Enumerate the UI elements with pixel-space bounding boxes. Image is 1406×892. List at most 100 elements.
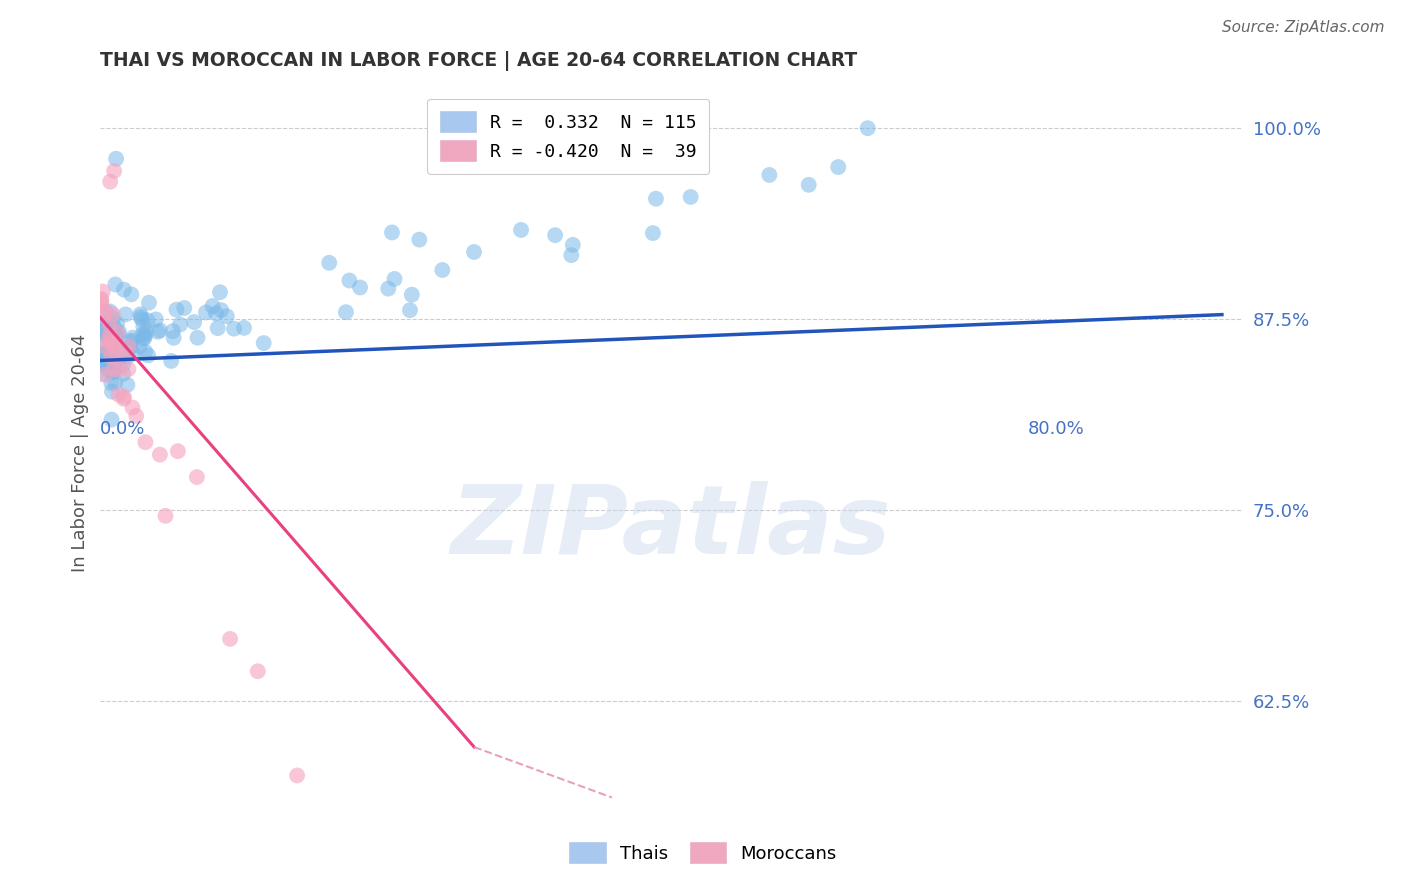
- Point: [90, 355, 112, 369]
- Point: [105, 337, 128, 351]
- Point: [105, 328, 128, 343]
- Point: [215, 310, 238, 324]
- Point: [167, 444, 190, 458]
- Point: [98, 318, 121, 332]
- Point: [679, 190, 702, 204]
- Point: [117, 362, 139, 376]
- Point: [827, 160, 849, 174]
- Point: [201, 299, 224, 313]
- Point: [146, 325, 169, 339]
- Point: [100, 350, 122, 364]
- Point: [194, 305, 217, 319]
- Point: [108, 363, 131, 377]
- Point: [381, 226, 404, 240]
- Point: [129, 310, 152, 324]
- Text: ZIPatlas: ZIPatlas: [451, 481, 891, 574]
- Point: [94, 368, 117, 382]
- Point: [246, 664, 269, 678]
- Point: [121, 401, 143, 415]
- Point: [91, 348, 114, 362]
- Point: [91, 367, 114, 381]
- Point: [104, 376, 127, 390]
- Point: [91, 351, 114, 366]
- Point: [90, 298, 112, 312]
- Point: [100, 376, 122, 391]
- Point: [135, 324, 157, 338]
- Point: [797, 178, 820, 192]
- Point: [160, 354, 183, 368]
- Point: [104, 333, 127, 347]
- Point: [134, 435, 156, 450]
- Point: [208, 285, 231, 300]
- Point: [645, 192, 668, 206]
- Point: [149, 448, 172, 462]
- Point: [112, 283, 135, 297]
- Point: [97, 329, 120, 343]
- Legend: R =  0.332  N = 115, R = -0.420  N =  39: R = 0.332 N = 115, R = -0.420 N = 39: [427, 99, 710, 174]
- Point: [118, 339, 141, 353]
- Point: [105, 317, 128, 331]
- Point: [339, 273, 361, 287]
- Point: [90, 356, 112, 370]
- Point: [131, 312, 153, 326]
- Legend: Thais, Moroccans: Thais, Moroccans: [561, 833, 845, 872]
- Point: [94, 328, 117, 343]
- Point: [100, 336, 122, 351]
- Point: [108, 352, 131, 367]
- Point: [112, 358, 135, 372]
- Point: [97, 363, 120, 377]
- Point: [163, 331, 186, 345]
- Point: [544, 228, 567, 243]
- Point: [90, 294, 112, 309]
- Point: [134, 328, 156, 343]
- Point: [758, 168, 780, 182]
- Point: [98, 304, 121, 318]
- Point: [90, 292, 112, 306]
- Point: [186, 331, 208, 345]
- Point: [114, 345, 136, 359]
- Point: [856, 121, 879, 136]
- Point: [149, 323, 172, 337]
- Point: [132, 319, 155, 334]
- Point: [132, 327, 155, 342]
- Point: [98, 328, 121, 343]
- Point: [103, 357, 125, 371]
- Text: THAI VS MOROCCAN IN LABOR FORCE | AGE 20-64 CORRELATION CHART: THAI VS MOROCCAN IN LABOR FORCE | AGE 20…: [100, 51, 858, 70]
- Point: [112, 390, 135, 404]
- Point: [401, 287, 423, 301]
- Point: [105, 338, 128, 352]
- Text: 0.0%: 0.0%: [100, 419, 146, 438]
- Point: [654, 153, 676, 167]
- Point: [125, 409, 148, 423]
- Point: [384, 272, 406, 286]
- Point: [101, 384, 124, 399]
- Point: [98, 319, 121, 334]
- Point: [209, 303, 232, 318]
- Point: [186, 470, 208, 484]
- Point: [136, 313, 159, 327]
- Point: [219, 632, 242, 646]
- Point: [97, 334, 120, 348]
- Point: [98, 175, 121, 189]
- Point: [93, 316, 115, 330]
- Y-axis label: In Labor Force | Age 20-64: In Labor Force | Age 20-64: [72, 334, 89, 572]
- Point: [103, 164, 125, 178]
- Point: [134, 331, 156, 345]
- Point: [145, 312, 167, 326]
- Point: [285, 768, 308, 782]
- Point: [205, 307, 228, 321]
- Point: [408, 233, 430, 247]
- Point: [93, 309, 115, 323]
- Point: [107, 326, 129, 340]
- Point: [107, 326, 129, 341]
- Point: [90, 321, 112, 335]
- Point: [183, 315, 205, 329]
- Point: [115, 351, 138, 365]
- Point: [641, 226, 664, 240]
- Point: [162, 324, 184, 338]
- Point: [94, 340, 117, 354]
- Point: [222, 321, 245, 335]
- Point: [100, 412, 122, 426]
- Point: [463, 244, 485, 259]
- Point: [129, 307, 152, 321]
